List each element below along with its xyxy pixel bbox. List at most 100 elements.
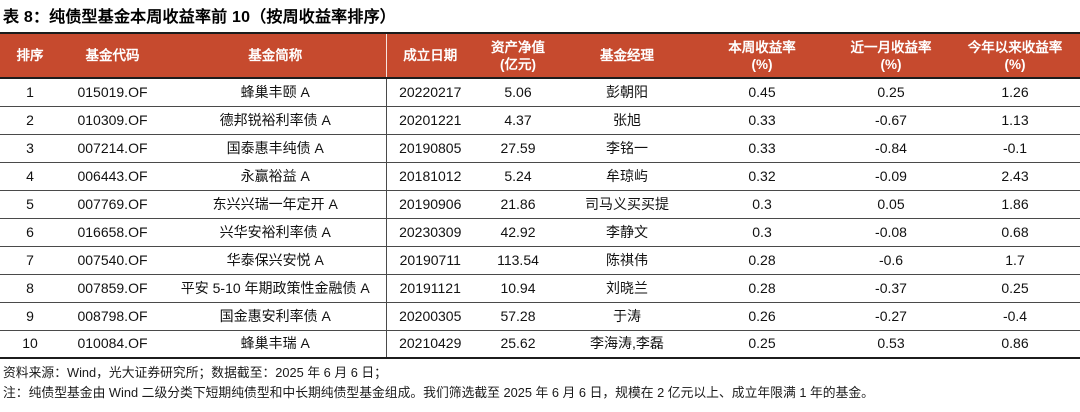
table-cell-code: 006443.OF: [60, 162, 165, 191]
table-cell-inception: 20210429: [386, 330, 474, 358]
table-cell-rank: 2: [0, 106, 60, 135]
col-header-rank: 排序: [0, 33, 60, 79]
col-header-unit: (亿元): [500, 56, 536, 72]
table-cell-inception: 20190906: [386, 190, 474, 219]
report-table-page: 表 8：纯债型基金本周收益率前 10（按周收益率排序） 排序 基金代码 基金简称 成立…: [0, 9, 1080, 400]
table-cell-week: 0.32: [692, 162, 832, 191]
table-cell-rank: 7: [0, 246, 60, 275]
table-cell-ytd: 1.86: [950, 190, 1080, 219]
source-note: 资料来源：Wind，光大证券研究所；数据截至：2025 年 6 月 6 日；: [3, 365, 387, 380]
table-cell-code: 008798.OF: [60, 302, 165, 331]
col-header-month: 近一月收益率 (%): [832, 33, 950, 79]
table-cell-inception: 20230309: [386, 218, 474, 247]
table-cell-month: -0.27: [832, 302, 950, 331]
table-title: 表 8：纯债型基金本周收益率前 10（按周收益率排序）: [3, 9, 396, 26]
col-header-label: 近一月收益率: [850, 39, 932, 55]
table-cell-manager: 李静文: [562, 218, 692, 247]
table-row: 8 007859.OF 平安 5-10 年期政策性金融债 A 20191121 10.9…: [0, 274, 1080, 303]
table-cell-code: 010309.OF: [60, 106, 165, 135]
col-header-unit: (%): [880, 56, 902, 72]
table-cell-inception: 20220217: [386, 78, 474, 107]
table-cell-manager: 李海涛,李磊: [562, 330, 692, 358]
table-cell-ytd: 1.26: [950, 78, 1080, 107]
table-cell-manager: 李铭一: [562, 134, 692, 163]
table-cell-inception: 20190805: [386, 134, 474, 163]
col-header-nav: 资产净值 (亿元): [474, 33, 562, 79]
table-cell-manager: 牟琼屿: [562, 162, 692, 191]
table-cell-month: -0.6: [832, 246, 950, 275]
table-cell-name: 国泰惠丰纯债 A: [165, 134, 387, 163]
table-cell-ytd: 2.43: [950, 162, 1080, 191]
table-cell-code: 007214.OF: [60, 134, 165, 163]
table-cell-name: 德邦锐裕利率债 A: [165, 106, 387, 135]
table-cell-week: 0.33: [692, 134, 832, 163]
table-cell-manager: 于涛: [562, 302, 692, 331]
col-header-label: 基金简称: [248, 48, 303, 63]
table-cell-week: 0.33: [692, 106, 832, 135]
table-cell-ytd: 1.7: [950, 246, 1080, 275]
table-cell-name: 国金惠安利率债 A: [165, 302, 387, 331]
table-cell-nav: 57.28: [474, 302, 562, 331]
table-cell-name: 平安 5-10 年期政策性金融债 A: [165, 274, 387, 303]
table-row: 3 007214.OF 国泰惠丰纯债 A 20190805 27.59 李铭一 0.33 -0…: [0, 134, 1080, 163]
col-header-name: 基金简称: [165, 33, 387, 79]
table-cell-rank: 6: [0, 218, 60, 247]
table-cell-inception: 20191121: [386, 274, 474, 303]
col-header-code: 基金代码: [60, 33, 165, 79]
col-header-unit: (%): [751, 56, 773, 72]
table-row: 4 006443.OF 永赢裕益 A 20181012 5.24 牟琼屿 0.32 -0.09…: [0, 162, 1080, 191]
table-cell-inception: 20181012: [386, 162, 474, 191]
table-cell-week: 0.25: [692, 330, 832, 358]
table-cell-ytd: 0.68: [950, 218, 1080, 247]
col-header-inception: 成立日期: [386, 33, 474, 79]
table-cell-week: 0.3: [692, 190, 832, 219]
col-header-label: 资产净值: [491, 39, 545, 55]
table-cell-month: -0.09: [832, 162, 950, 191]
table-cell-code: 015019.OF: [60, 78, 165, 107]
table-cell-week: 0.28: [692, 274, 832, 303]
table-row: 9 008798.OF 国金惠安利率债 A 20200305 57.28 于涛 0.26 -0…: [0, 302, 1080, 331]
table-cell-rank: 3: [0, 134, 60, 163]
table-cell-name: 蜂巢丰颐 A: [165, 78, 387, 107]
table-row: 10 010084.OF 蜂巢丰瑞 A 20210429 25.62 李海涛,李磊 0.25…: [0, 330, 1080, 358]
table-cell-manager: 陈祺伟: [562, 246, 692, 275]
col-header-label: 今年以来收益率: [967, 39, 1063, 55]
table-cell-week: 0.26: [692, 302, 832, 331]
table-cell-month: -0.84: [832, 134, 950, 163]
table-row: 1 015019.OF 蜂巢丰颐 A 20220217 5.06 彭朝阳 0.45 0.25 1…: [0, 78, 1080, 107]
table-cell-code: 016658.OF: [60, 218, 165, 247]
table-cell-nav: 5.06: [474, 78, 562, 107]
table-cell-manager: 司马义买买提: [562, 190, 692, 219]
table-cell-rank: 5: [0, 190, 60, 219]
table-row: 6 016658.OF 兴华安裕利率债 A 20230309 42.92 李静文 0.3 -0…: [0, 218, 1080, 247]
col-header-unit: (%): [1004, 56, 1026, 72]
table-cell-month: -0.37: [832, 274, 950, 303]
table-cell-nav: 25.62: [474, 330, 562, 358]
table-cell-nav: 21.86: [474, 190, 562, 219]
table-cell-code: 007540.OF: [60, 246, 165, 275]
col-header-label: 基金代码: [85, 48, 140, 63]
table-cell-month: -0.08: [832, 218, 950, 247]
table-cell-ytd: -0.4: [950, 302, 1080, 331]
table-cell-name: 蜂巢丰瑞 A: [165, 330, 387, 358]
table-cell-nav: 27.59: [474, 134, 562, 163]
table-cell-nav: 4.37: [474, 106, 562, 135]
table-cell-week: 0.3: [692, 218, 832, 247]
fund-returns-table: 排序 基金代码 基金简称 成立日期 资产净值 (亿元) 基金经理 本周收益率 (%) 近一月收益率…: [0, 32, 1080, 359]
table-cell-ytd: 0.86: [950, 330, 1080, 358]
table-cell-rank: 9: [0, 302, 60, 331]
table-cell-name: 华泰保兴安悦 A: [165, 246, 387, 275]
table-cell-inception: 20190711: [386, 246, 474, 275]
table-cell-manager: 张旭: [562, 106, 692, 135]
table-cell-manager: 刘晓兰: [562, 274, 692, 303]
table-cell-name: 兴华安裕利率债 A: [165, 218, 387, 247]
col-header-label: 基金经理: [600, 48, 654, 63]
table-cell-ytd: 0.25: [950, 274, 1080, 303]
table-cell-month: 0.53: [832, 330, 950, 358]
table-cell-name: 东兴兴瑞一年定开 A: [165, 190, 387, 219]
col-header-manager: 基金经理: [562, 33, 692, 79]
table-cell-inception: 20200305: [386, 302, 474, 331]
table-cell-rank: 10: [0, 330, 60, 358]
table-cell-week: 0.28: [692, 246, 832, 275]
table-cell-nav: 5.24: [474, 162, 562, 191]
